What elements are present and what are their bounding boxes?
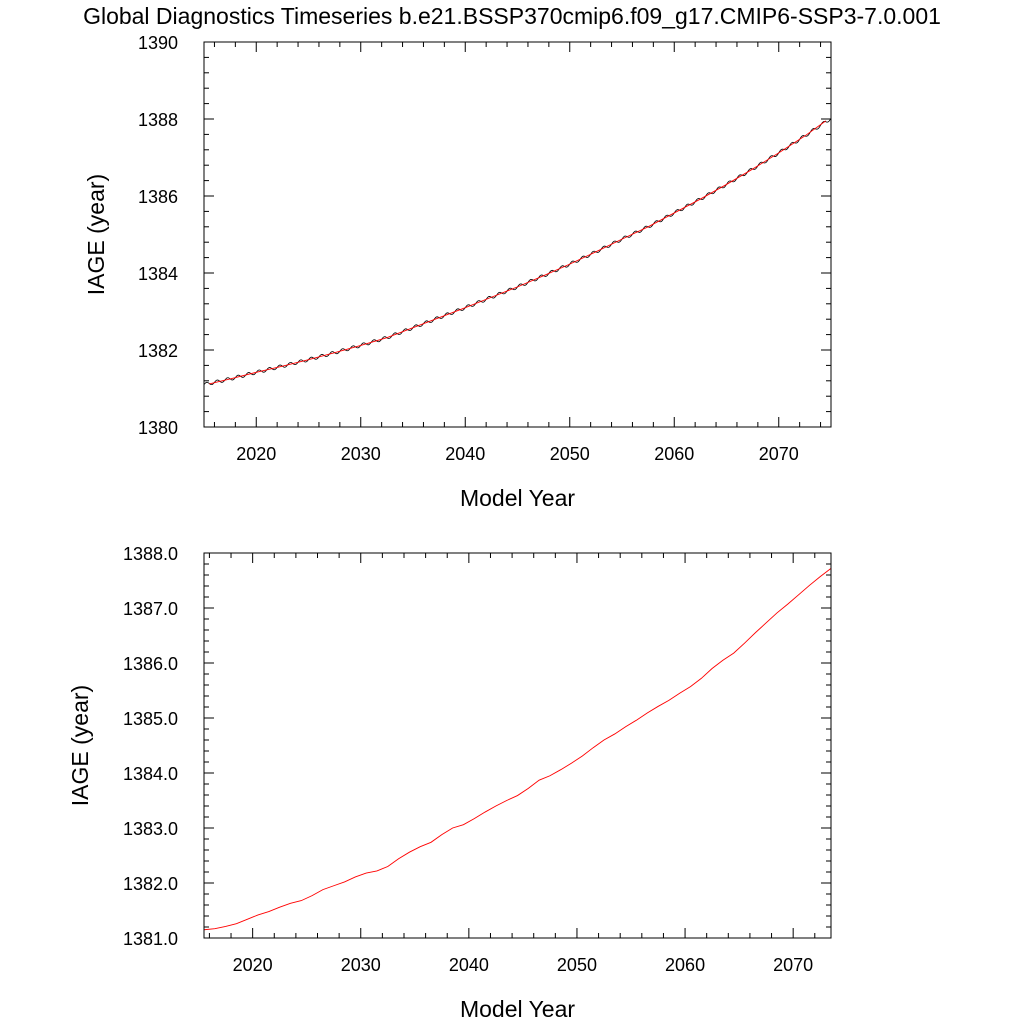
y-axis-label: IAGE (year) [67, 685, 93, 806]
y-tick-label: 1381.0 [123, 929, 178, 949]
y-tick-label: 1388 [138, 110, 178, 130]
annual-mean-series-line [209, 120, 827, 385]
x-tick-label: 2050 [550, 444, 590, 464]
x-tick-label: 2020 [233, 955, 273, 975]
x-axis-label: Model Year [460, 485, 575, 511]
y-tick-label: 1382 [138, 341, 178, 361]
y-tick-label: 1388.0 [123, 544, 178, 564]
x-tick-label: 2030 [341, 444, 381, 464]
top-timeseries-chart: 2020 2030 2040 2050 2060 2070 1380 1382 1384 1386… [83, 33, 832, 511]
y-tick-label: 1380 [138, 418, 178, 438]
x-axis-label: Model Year [460, 996, 575, 1022]
y-tick-label: 1383.0 [123, 819, 178, 839]
plot-frame [203, 552, 832, 939]
x-tick-label: 2050 [557, 955, 597, 975]
x-tick-label: 2060 [654, 444, 694, 464]
x-tick-label: 2070 [759, 444, 799, 464]
x-tick-label: 2070 [773, 955, 813, 975]
figure-title: Global Diagnostics Timeseries b.e21.BSSP… [83, 3, 941, 29]
y-tick-label: 1382.0 [123, 874, 178, 894]
y-tick-label: 1387.0 [123, 599, 178, 619]
x-tick-label: 2040 [445, 444, 485, 464]
y-tick-label: 1386 [138, 187, 178, 207]
annual-mean-series-line [203, 568, 832, 931]
y-tick-label: 1385.0 [123, 709, 178, 729]
y-axis-label: IAGE (year) [83, 174, 109, 295]
x-tick-label: 2060 [665, 955, 705, 975]
y-tick-label: 1384 [138, 264, 178, 284]
y-tick-label: 1386.0 [123, 654, 178, 674]
y-tick-label: 1390 [138, 33, 178, 53]
x-tick-label: 2040 [449, 955, 489, 975]
x-tick-label: 2020 [236, 444, 276, 464]
plot-frame [203, 41, 832, 428]
y-tick-label: 1384.0 [123, 764, 178, 784]
x-tick-label: 2030 [341, 955, 381, 975]
